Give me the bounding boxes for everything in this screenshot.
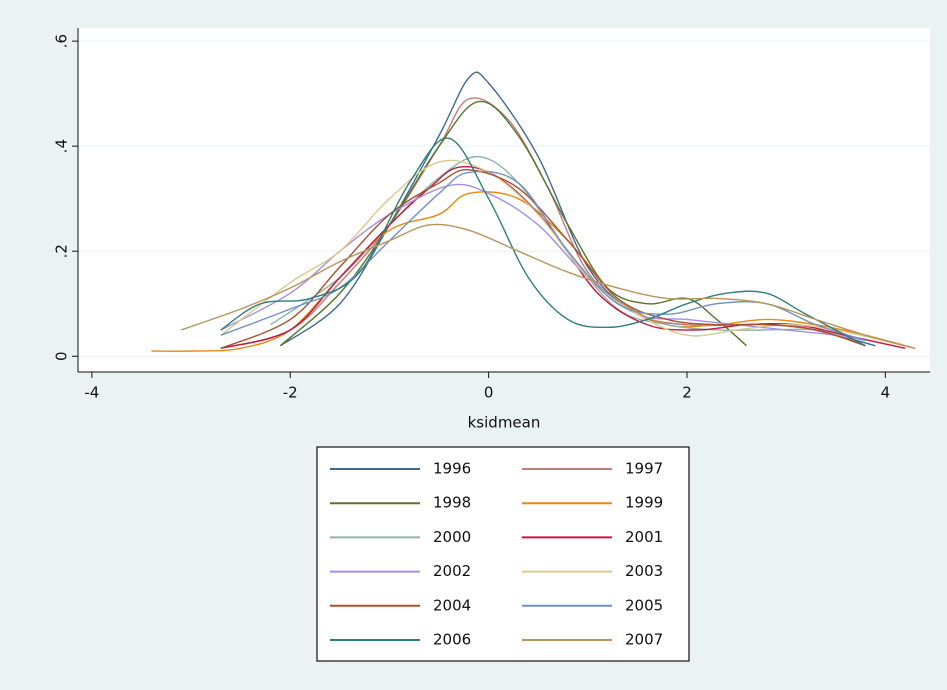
legend-label: 2007 [625,631,663,649]
x-tick-label: 0 [484,384,494,402]
x-tick-label: 4 [881,384,891,402]
y-tick-label: 0 [53,351,71,361]
y-tick-label: .4 [53,139,71,153]
legend-label: 2000 [433,528,471,546]
legend-label: 1998 [433,494,471,512]
series-line [220,159,916,350]
series-line [220,137,866,347]
legend-label: 1999 [625,494,663,512]
legend-label: 2004 [433,596,471,614]
legend-label: 2001 [625,528,663,546]
y-tick-label: .6 [53,34,71,48]
legend-label: 2005 [625,596,663,614]
series-line [151,191,916,352]
x-tick-label: -4 [84,384,99,402]
series-line [220,166,906,350]
legend [316,446,690,662]
legend-label: 2006 [433,631,471,649]
x-axis-title: ksidmean [468,414,541,432]
legend-label: 2002 [433,562,471,580]
y-tick-label: .2 [53,244,71,258]
legend-label: 1997 [625,460,663,478]
series-line [180,223,916,350]
x-tick-label: -2 [283,384,298,402]
legend-label: 2003 [625,562,663,580]
x-tick-label: 2 [682,384,692,402]
plot-area [78,28,930,372]
legend-label: 1996 [433,460,471,478]
